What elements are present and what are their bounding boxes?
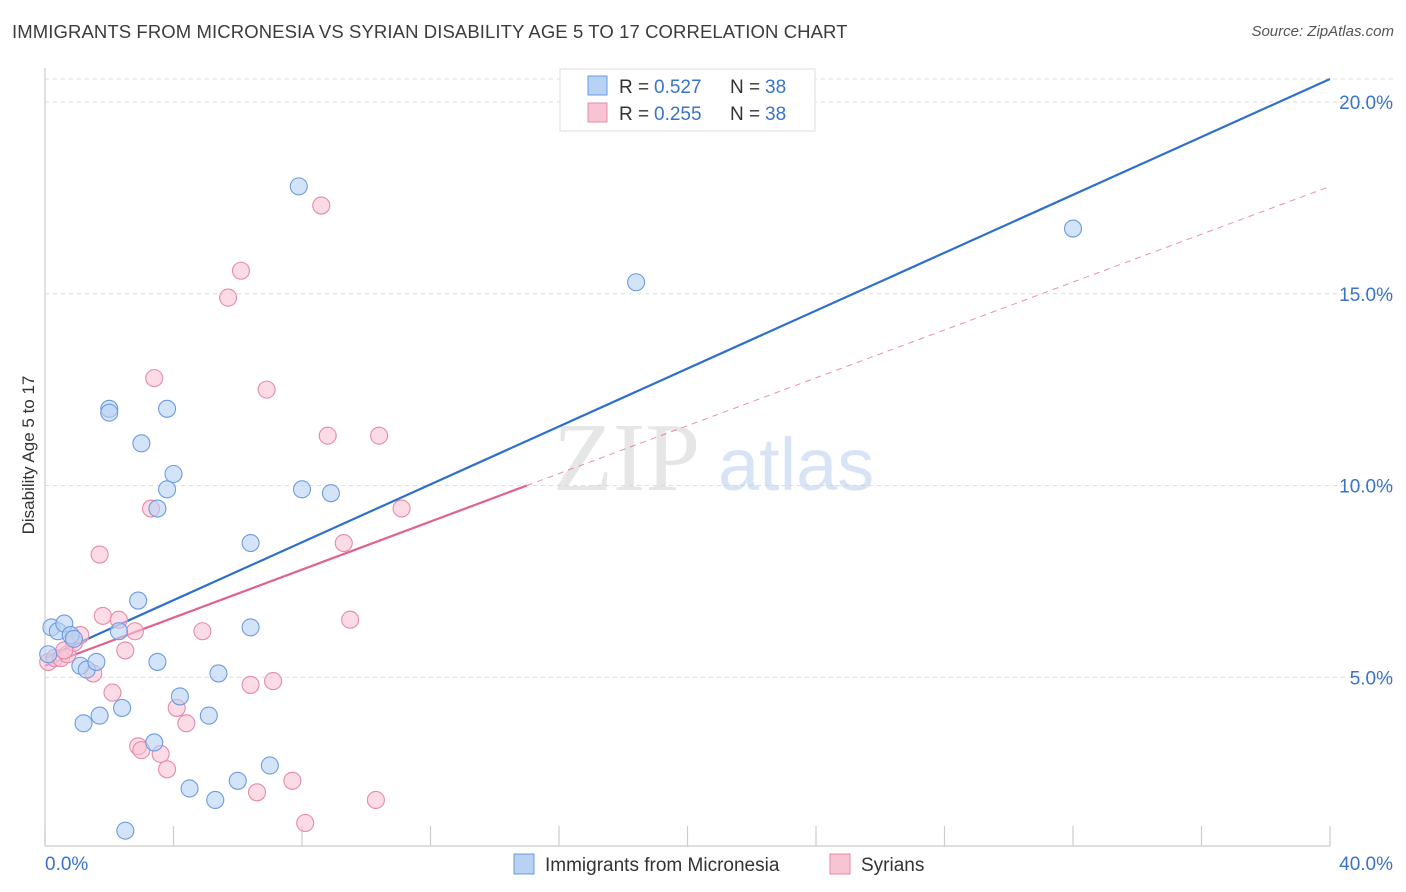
point-syrians xyxy=(296,813,315,833)
series-legend-label-syrians: Syrians xyxy=(861,855,924,876)
series-legend-swatch-syrians xyxy=(829,853,851,875)
point-micronesia xyxy=(1063,219,1083,238)
y-tick-label: 15.0% xyxy=(1339,285,1393,306)
point-syrians xyxy=(247,783,267,802)
point-micronesia xyxy=(241,618,260,637)
point-micronesia xyxy=(158,480,177,499)
x-tick-marks xyxy=(44,826,1331,846)
legend-swatch-blue xyxy=(587,75,608,96)
point-micronesia xyxy=(90,706,109,725)
point-micronesia xyxy=(164,464,183,484)
point-syrians xyxy=(334,533,353,553)
watermark-zip: ZIP xyxy=(553,404,700,512)
point-syrians xyxy=(341,610,360,629)
legend-n-label-pink: N = xyxy=(730,104,760,125)
watermark-atlas: atlas xyxy=(718,423,874,506)
chart-source: Source: ZipAtlas.com xyxy=(1251,23,1394,40)
chart-title: IMMIGRANTS FROM MICRONESIA VS SYRIAN DIS… xyxy=(12,21,848,42)
point-micronesia xyxy=(113,698,132,717)
point-syrians xyxy=(318,426,337,445)
x-tick-label-min: 0.0% xyxy=(45,854,88,875)
point-syrians xyxy=(177,714,196,733)
point-syrians xyxy=(93,606,112,625)
point-syrians xyxy=(392,499,411,518)
point-micronesia xyxy=(321,484,340,503)
y-axis-label: Disability Age 5 to 17 xyxy=(19,376,38,535)
point-syrians xyxy=(312,196,331,215)
y-tick-label: 10.0% xyxy=(1339,477,1393,498)
trendline-micronesia xyxy=(44,77,1331,660)
point-micronesia xyxy=(241,533,260,553)
point-micronesia xyxy=(292,480,312,499)
point-micronesia xyxy=(129,591,148,610)
point-micronesia xyxy=(100,403,119,422)
point-micronesia xyxy=(39,645,58,664)
point-syrians xyxy=(193,622,212,641)
point-micronesia xyxy=(87,652,106,671)
trendline-syrians-extension xyxy=(526,185,1331,486)
point-micronesia xyxy=(74,714,93,733)
correlation-legend: R = 0.527 N = 38 R = 0.255 N = 38 xyxy=(559,68,816,132)
y-tick-label: 5.0% xyxy=(1350,668,1393,689)
y-tick-labels: 5.0% 10.0% 15.0% 20.0% xyxy=(1339,93,1393,689)
legend-r-value-pink: 0.255 xyxy=(654,104,702,125)
point-syrians xyxy=(257,380,276,399)
point-syrians xyxy=(366,790,385,810)
point-micronesia xyxy=(627,273,646,292)
point-syrians xyxy=(125,622,144,641)
point-micronesia xyxy=(180,779,199,798)
point-micronesia xyxy=(289,177,308,196)
points-layer xyxy=(39,177,1083,840)
grid-layer xyxy=(45,78,1393,678)
point-micronesia xyxy=(170,687,189,706)
series-legend-swatch-micronesia xyxy=(513,853,535,875)
point-syrians xyxy=(264,672,283,691)
point-syrians xyxy=(370,426,389,445)
point-syrians xyxy=(158,760,177,779)
series-legend-label-micronesia: Immigrants from Micronesia xyxy=(545,855,780,876)
point-micronesia xyxy=(145,733,164,752)
x-tick-label-max: 40.0% xyxy=(1339,854,1393,875)
point-syrians xyxy=(231,261,251,280)
point-syrians xyxy=(283,771,302,790)
point-micronesia xyxy=(206,790,225,810)
point-syrians xyxy=(145,369,164,388)
legend-n-value-blue: 38 xyxy=(765,77,786,98)
point-micronesia xyxy=(209,664,228,683)
series-legend: Immigrants from Micronesia Syrians xyxy=(513,853,924,876)
point-syrians xyxy=(219,288,238,307)
legend-n-value-pink: 38 xyxy=(765,104,786,125)
legend-n-label-blue: N = xyxy=(730,77,760,98)
point-syrians xyxy=(241,675,260,694)
point-syrians xyxy=(90,545,109,564)
point-micronesia xyxy=(199,706,218,725)
point-syrians xyxy=(103,683,122,702)
point-micronesia xyxy=(109,622,128,641)
point-micronesia xyxy=(158,399,177,418)
point-micronesia xyxy=(132,434,151,453)
point-syrians xyxy=(116,641,135,660)
legend-r-label-blue: R = xyxy=(619,77,649,98)
y-tick-label: 20.0% xyxy=(1339,93,1393,114)
trend-layer xyxy=(44,77,1331,667)
legend-swatch-pink xyxy=(587,102,608,123)
point-micronesia xyxy=(116,821,135,840)
point-micronesia xyxy=(148,652,167,671)
point-micronesia xyxy=(228,771,247,790)
legend-r-label-pink: R = xyxy=(619,104,649,125)
point-micronesia xyxy=(148,499,167,518)
point-micronesia xyxy=(64,629,83,648)
point-micronesia xyxy=(260,756,279,775)
legend-r-value-blue: 0.527 xyxy=(654,77,702,98)
